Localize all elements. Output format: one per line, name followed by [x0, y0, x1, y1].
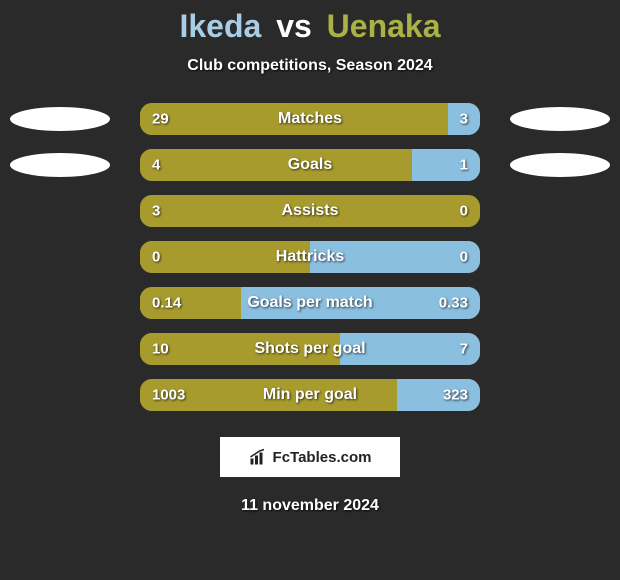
stat-value-right: 1 [460, 157, 468, 174]
stat-value-left: 29 [152, 111, 169, 128]
stat-value-left: 0 [152, 249, 160, 266]
stat-label: Goals [288, 156, 332, 174]
comparison-infographic: Ikeda vs Uenaka Club competitions, Seaso… [0, 0, 620, 580]
stat-row: Matches 29 3 [10, 103, 610, 135]
stat-row: Hattricks 0 0 [10, 241, 610, 273]
bar-right-fill [412, 149, 480, 181]
stat-row: Min per goal 1003 323 [10, 379, 610, 411]
stat-value-left: 1003 [152, 387, 185, 404]
stat-row: Goals per match 0.14 0.33 [10, 287, 610, 319]
stat-value-right: 0.33 [439, 295, 468, 312]
stat-bar: Min per goal 1003 323 [140, 379, 480, 411]
stat-bar: Goals 4 1 [140, 149, 480, 181]
player1-name: Ikeda [179, 8, 261, 44]
stat-value-right: 7 [460, 341, 468, 358]
player1-oval [10, 107, 110, 131]
stat-label: Matches [278, 110, 342, 128]
player1-oval [10, 153, 110, 177]
bar-left-fill [140, 149, 412, 181]
stat-value-left: 0.14 [152, 295, 181, 312]
stat-bar: Matches 29 3 [140, 103, 480, 135]
stat-value-left: 3 [152, 203, 160, 220]
stat-row: Assists 3 0 [10, 195, 610, 227]
page-title: Ikeda vs Uenaka [0, 8, 620, 45]
stat-bar: Shots per goal 10 7 [140, 333, 480, 365]
stat-label: Min per goal [263, 386, 357, 404]
branding-box: FcTables.com [220, 437, 400, 477]
player2-oval [510, 153, 610, 177]
stat-value-right: 323 [443, 387, 468, 404]
stat-bar: Hattricks 0 0 [140, 241, 480, 273]
stat-value-left: 10 [152, 341, 169, 358]
stat-value-right: 0 [460, 203, 468, 220]
stat-label: Shots per goal [254, 340, 365, 358]
date-text: 11 november 2024 [0, 497, 620, 515]
player2-name: Uenaka [327, 8, 441, 44]
stat-label: Hattricks [276, 248, 344, 266]
vs-text: vs [276, 8, 312, 44]
stat-label: Goals per match [247, 294, 372, 312]
stat-label: Assists [282, 202, 339, 220]
stats-rows: Matches 29 3 Goals 4 1 Assists 3 0 Hattricks 0 0 Goa… [0, 103, 620, 411]
stat-value-right: 0 [460, 249, 468, 266]
branding-text: FcTables.com [273, 449, 372, 466]
subtitle: Club competitions, Season 2024 [0, 57, 620, 75]
stat-row: Shots per goal 10 7 [10, 333, 610, 365]
chart-icon [249, 448, 267, 466]
stat-row: Goals 4 1 [10, 149, 610, 181]
stat-value-left: 4 [152, 157, 160, 174]
stat-value-right: 3 [460, 111, 468, 128]
stat-bar: Assists 3 0 [140, 195, 480, 227]
player2-oval [510, 107, 610, 131]
stat-bar: Goals per match 0.14 0.33 [140, 287, 480, 319]
